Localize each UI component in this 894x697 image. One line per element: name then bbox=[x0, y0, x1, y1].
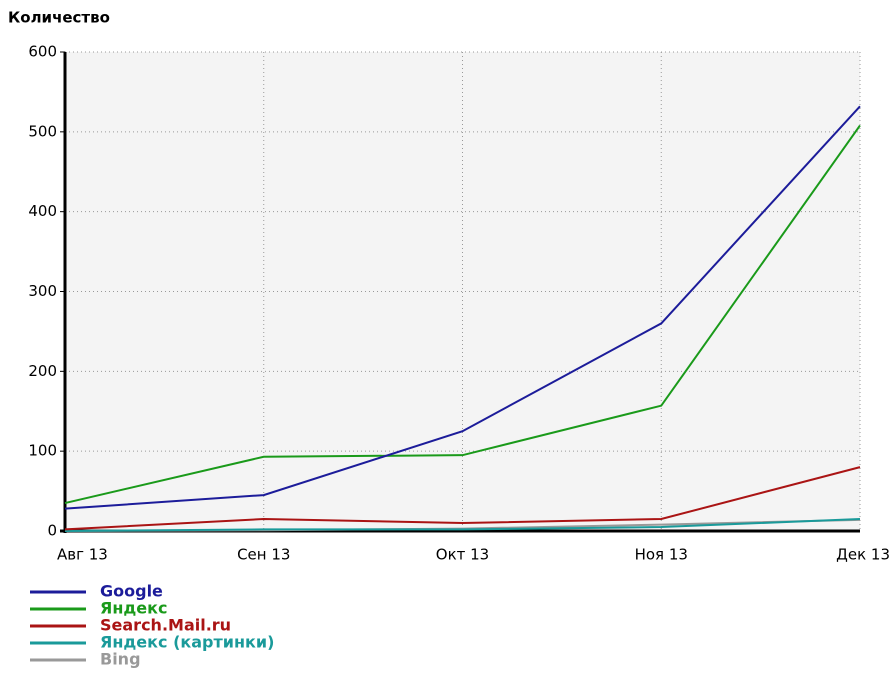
y-axis-label: Количество bbox=[8, 9, 110, 27]
legend-label: Search.Mail.ru bbox=[100, 616, 231, 635]
x-tick-label: Авг 13 bbox=[57, 546, 108, 564]
y-tick-label: 300 bbox=[28, 282, 57, 300]
y-tick-label: 200 bbox=[28, 362, 57, 380]
series-line bbox=[64, 124, 861, 505]
series-line bbox=[64, 518, 861, 532]
series-line bbox=[64, 105, 861, 510]
y-tick-label: 500 bbox=[28, 122, 57, 140]
legend-label: Google bbox=[100, 582, 163, 601]
series-line bbox=[64, 466, 861, 531]
plot-area bbox=[65, 52, 860, 531]
y-tick-label: 100 bbox=[28, 442, 57, 460]
legend-label: Bing bbox=[100, 650, 141, 669]
x-tick-label: Ноя 13 bbox=[635, 546, 688, 564]
legend-label: Яндекс (картинки) bbox=[100, 633, 274, 652]
legend-label: Яндекс bbox=[100, 599, 168, 618]
y-tick-label: 600 bbox=[28, 43, 57, 61]
x-tick-label: Окт 13 bbox=[436, 546, 489, 564]
y-tick-label: 400 bbox=[28, 202, 57, 220]
x-tick-label: Сен 13 bbox=[237, 546, 290, 564]
x-tick-label: Дек 13 bbox=[836, 546, 890, 564]
y-tick-label: 0 bbox=[47, 522, 57, 540]
